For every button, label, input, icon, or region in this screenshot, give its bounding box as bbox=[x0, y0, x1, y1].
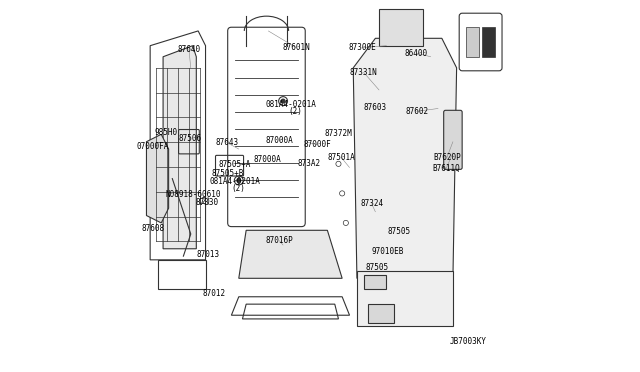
Polygon shape bbox=[368, 304, 394, 323]
Text: 985H0: 985H0 bbox=[154, 128, 177, 137]
Text: 07000FA: 07000FA bbox=[137, 142, 170, 151]
Circle shape bbox=[237, 179, 241, 182]
Text: 87016P: 87016P bbox=[266, 236, 293, 245]
Text: 87324: 87324 bbox=[360, 199, 383, 208]
Text: B7611Q: B7611Q bbox=[433, 164, 460, 173]
Text: 081A4-0201A: 081A4-0201A bbox=[266, 100, 317, 109]
Text: 87012: 87012 bbox=[202, 289, 225, 298]
Text: 87602: 87602 bbox=[405, 107, 428, 116]
Text: 87000F: 87000F bbox=[303, 140, 331, 149]
Text: 87501A: 87501A bbox=[327, 153, 355, 162]
Text: (2): (2) bbox=[288, 106, 302, 116]
FancyBboxPatch shape bbox=[444, 110, 462, 169]
Circle shape bbox=[281, 99, 285, 103]
Text: 87643: 87643 bbox=[215, 138, 238, 147]
Text: 87330: 87330 bbox=[195, 198, 218, 207]
Text: JB7003KY: JB7003KY bbox=[449, 337, 486, 346]
Text: B7620P: B7620P bbox=[433, 153, 461, 162]
Text: 87506: 87506 bbox=[179, 134, 202, 143]
Polygon shape bbox=[364, 275, 387, 289]
Text: 97010EB: 97010EB bbox=[372, 247, 404, 256]
Bar bbox=[466, 27, 479, 57]
Bar bbox=[483, 27, 495, 57]
Text: 87603: 87603 bbox=[364, 103, 387, 112]
Polygon shape bbox=[147, 134, 168, 223]
Polygon shape bbox=[357, 271, 453, 326]
Text: 87300E: 87300E bbox=[349, 43, 376, 52]
Text: 87372M: 87372M bbox=[324, 129, 353, 138]
Text: 86400: 86400 bbox=[404, 49, 428, 58]
Text: 87000A: 87000A bbox=[266, 137, 293, 145]
Text: 87601N: 87601N bbox=[282, 43, 310, 52]
Text: 87505+A: 87505+A bbox=[218, 160, 250, 169]
Text: 081A4-0201A: 081A4-0201A bbox=[210, 177, 260, 186]
Text: 87505+B: 87505+B bbox=[211, 169, 244, 178]
Text: 87640: 87640 bbox=[177, 45, 200, 54]
Text: (2): (2) bbox=[198, 197, 212, 206]
Polygon shape bbox=[239, 230, 342, 278]
Polygon shape bbox=[163, 46, 196, 249]
Text: 87608: 87608 bbox=[141, 224, 164, 233]
Text: 87505: 87505 bbox=[365, 263, 388, 272]
Text: N08918-60610: N08918-60610 bbox=[166, 190, 221, 199]
Text: 873A2: 873A2 bbox=[298, 158, 321, 168]
Polygon shape bbox=[353, 38, 456, 278]
Text: 87331N: 87331N bbox=[349, 68, 378, 77]
Text: 87000A: 87000A bbox=[253, 155, 281, 164]
Text: 87013: 87013 bbox=[197, 250, 220, 259]
Text: (2): (2) bbox=[232, 184, 246, 193]
Polygon shape bbox=[379, 9, 424, 46]
Text: 87505: 87505 bbox=[387, 227, 411, 235]
